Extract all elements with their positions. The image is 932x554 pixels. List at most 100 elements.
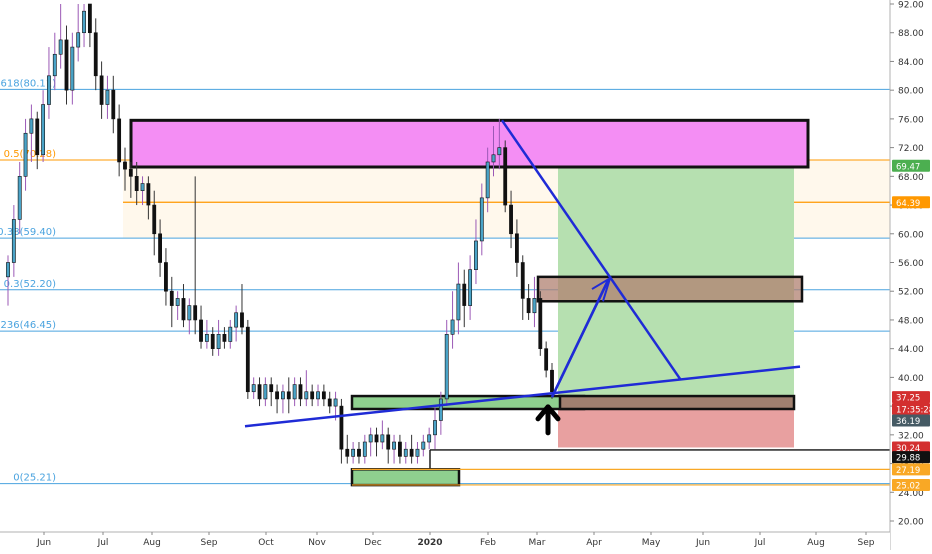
candle-body: [93, 32, 98, 77]
price-badge-label: 36.19: [896, 417, 920, 427]
time-tick-label: Apr: [586, 538, 602, 548]
support-trendline: [244, 365, 801, 428]
candle-body: [310, 391, 315, 400]
projection-leg: [550, 279, 610, 398]
candle-body: [245, 326, 250, 393]
price-badge: [892, 414, 930, 427]
candle-body: [41, 104, 46, 156]
candle-body: [11, 219, 16, 263]
candle-body: [474, 240, 478, 270]
price-badge: [892, 159, 930, 172]
fib-label: 0.236(46.45): [0, 320, 56, 331]
candle-body: [514, 233, 519, 263]
candle-body: [544, 348, 549, 371]
candle-body: [210, 334, 215, 349]
price-tick-label: 60.00: [898, 230, 924, 240]
time-tick-label: Jun: [695, 538, 710, 548]
time-axis: [0, 532, 890, 550]
candle-body: [456, 283, 461, 321]
candle-body: [292, 384, 297, 400]
fib-label: 0.5(70.28): [4, 149, 56, 160]
candle-body: [345, 448, 350, 457]
candle-body: [111, 89, 116, 120]
candle-body: [99, 75, 104, 105]
price-tick-label: 40.00: [898, 374, 924, 384]
time-tick-label: Jun: [36, 538, 51, 548]
time-tick-label: Oct: [258, 538, 274, 548]
candle-body: [304, 391, 309, 400]
fib-label: 0(25.21): [13, 473, 56, 484]
candle-body: [532, 298, 537, 314]
candle-body: [128, 168, 133, 177]
candle-body: [316, 391, 320, 400]
projection-arrowhead: [591, 276, 612, 302]
candle-body: [374, 434, 379, 443]
candle-body: [269, 384, 274, 393]
candle-body: [152, 204, 157, 235]
candle-body: [181, 298, 186, 321]
price-tick-label: 44.00: [898, 345, 924, 355]
candle-body: [23, 132, 28, 177]
fib-label: 0.3(52.20): [4, 279, 56, 290]
demand-box-extension: [558, 394, 796, 411]
candle-body: [105, 89, 110, 105]
candle-body: [550, 369, 554, 393]
candle-body: [509, 204, 513, 235]
candle-body: [29, 118, 34, 134]
price-tick-label: 92.00: [898, 1, 924, 11]
candle-body: [134, 176, 139, 191]
candle-body: [298, 384, 303, 400]
time-tick-label: Nov: [308, 538, 326, 548]
candle-body: [257, 384, 262, 400]
candle-body: [204, 334, 209, 342]
supply-box: [129, 118, 810, 169]
candle-body: [58, 39, 63, 55]
price-tick-label: 68.00: [898, 173, 924, 183]
candle-body: [240, 312, 244, 328]
time-tick-label: Jul: [754, 538, 766, 548]
time-tick-label: Aug: [807, 538, 825, 548]
candle-body: [321, 391, 326, 400]
price-tick-label: 20.00: [898, 518, 924, 528]
candle-body: [117, 118, 122, 163]
candle-body: [263, 384, 268, 400]
candle-body: [380, 434, 385, 443]
price-badge-label: 64.39: [896, 199, 920, 209]
price-badge-label: 27.19: [896, 466, 920, 476]
candle-body: [415, 448, 420, 457]
candle-body: [538, 298, 543, 349]
candle-body: [146, 183, 151, 206]
candle-body: [164, 262, 168, 292]
candle-body: [362, 441, 367, 457]
candle-body: [392, 441, 396, 450]
candle-body: [339, 405, 344, 450]
fib-label: 0.38(59.40): [0, 227, 56, 238]
candle-body: [386, 434, 391, 450]
candle-body: [17, 176, 22, 220]
candle-body: [491, 154, 496, 163]
candle-body: [286, 391, 291, 400]
candle-body: [485, 161, 490, 199]
price-badge: [892, 463, 930, 476]
price-tick-label: 88.00: [898, 29, 924, 39]
candle-body: [87, 3, 92, 34]
support-box: [350, 468, 461, 487]
time-tick-label: Aug: [143, 538, 161, 548]
candle-body: [497, 147, 502, 156]
candle-body: [462, 283, 467, 306]
time-tick-label: Sep: [201, 538, 218, 548]
up-arrow-icon: [535, 404, 561, 436]
candle-body: [421, 441, 426, 450]
candle-body: [333, 398, 338, 407]
candle-body: [175, 298, 180, 306]
candle-body: [193, 305, 198, 321]
candle-body: [281, 391, 285, 400]
candle-body: [427, 434, 432, 443]
candle-body: [526, 298, 531, 314]
price-badge: [892, 441, 930, 454]
candle-body: [468, 269, 473, 306]
candle-body: [222, 334, 227, 342]
time-tick-label: 2020: [417, 538, 442, 548]
candle-body: [479, 197, 484, 242]
resistance-trendline: [500, 119, 682, 380]
